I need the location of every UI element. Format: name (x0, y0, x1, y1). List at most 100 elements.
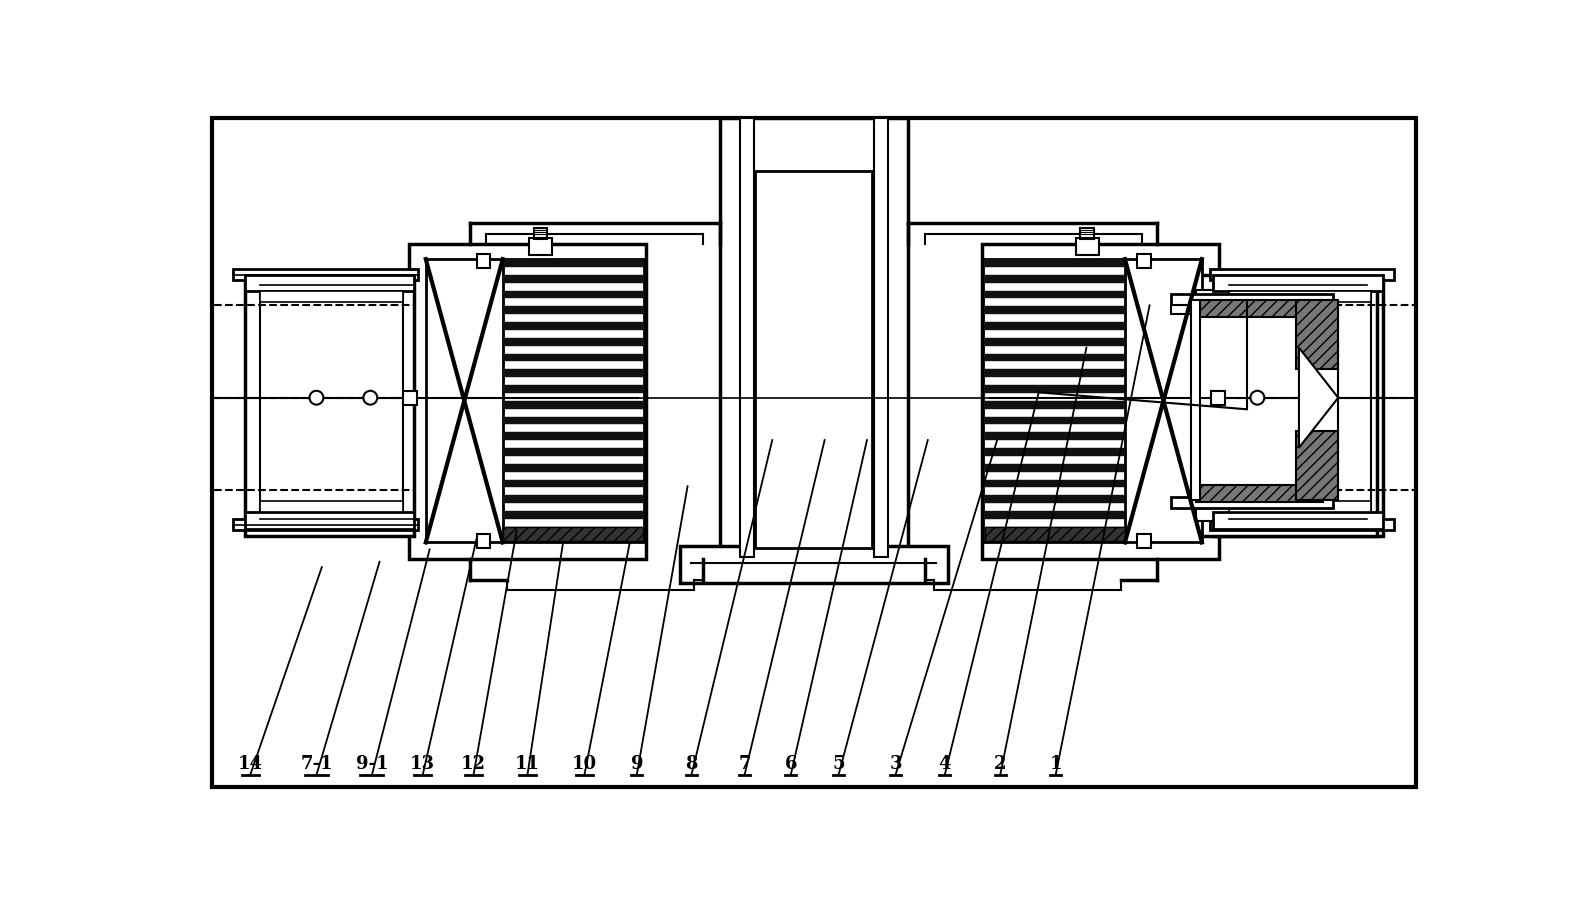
Bar (233, 519, 418, 530)
Bar (503, 527, 643, 541)
Bar (985, 464, 1124, 471)
Bar (408, 243, 646, 559)
Bar (985, 275, 1124, 282)
Text: 5: 5 (832, 755, 845, 774)
Bar (503, 275, 643, 282)
Bar (503, 511, 643, 518)
Text: 7: 7 (738, 755, 751, 774)
Bar (1196, 290, 1339, 521)
Bar (985, 495, 1124, 503)
Bar (426, 259, 503, 542)
Circle shape (364, 390, 378, 405)
Bar (260, 501, 403, 512)
Bar (1180, 274, 1377, 537)
Bar (1191, 300, 1201, 500)
Bar (1170, 294, 1332, 304)
Bar (260, 291, 403, 302)
Bar (985, 400, 1124, 409)
Text: 9: 9 (630, 755, 643, 774)
Bar (1212, 390, 1224, 405)
Bar (873, 118, 888, 558)
Bar (1124, 259, 1202, 542)
Bar (1170, 497, 1332, 508)
Bar (1229, 501, 1372, 512)
Bar (503, 495, 643, 503)
Bar (985, 527, 1124, 535)
Bar (1170, 304, 1332, 314)
Polygon shape (1299, 348, 1339, 448)
Bar (1213, 512, 1383, 528)
Bar (985, 353, 1124, 361)
Text: 4: 4 (939, 755, 951, 774)
Bar (503, 291, 643, 299)
Text: 6: 6 (784, 755, 797, 774)
Bar (1213, 274, 1383, 291)
Bar (1196, 300, 1323, 317)
Bar (503, 353, 643, 361)
Bar (740, 118, 754, 558)
Bar (245, 274, 414, 537)
Bar (233, 269, 418, 280)
Bar (245, 512, 414, 528)
Text: 9-1: 9-1 (356, 755, 387, 774)
Bar (1210, 269, 1394, 280)
Bar (1229, 290, 1372, 521)
Bar (476, 253, 491, 268)
Bar (985, 511, 1124, 518)
Bar (985, 432, 1124, 440)
Bar (503, 385, 643, 393)
Bar (1075, 238, 1099, 255)
Bar (985, 322, 1124, 330)
Text: 8: 8 (684, 755, 697, 774)
Text: 13: 13 (410, 755, 435, 774)
Circle shape (1304, 390, 1318, 405)
Bar (503, 259, 643, 267)
Circle shape (310, 390, 324, 405)
Circle shape (1250, 390, 1264, 405)
Bar (503, 322, 643, 330)
Text: 7-1: 7-1 (300, 755, 332, 774)
Bar (983, 259, 1126, 542)
Bar (1229, 291, 1372, 302)
Bar (503, 479, 643, 488)
Bar (1296, 430, 1339, 500)
Bar (476, 534, 491, 548)
Bar (756, 171, 872, 548)
Bar (503, 432, 643, 440)
Bar (1080, 228, 1094, 239)
Bar (1296, 300, 1339, 370)
Text: 11: 11 (515, 755, 540, 774)
Bar (503, 527, 643, 535)
Text: 1: 1 (1050, 755, 1062, 774)
Text: 12: 12 (461, 755, 486, 774)
Bar (981, 243, 1220, 559)
Text: 10: 10 (572, 755, 597, 774)
Bar (503, 417, 643, 424)
Bar (680, 547, 948, 583)
Bar (1196, 485, 1323, 501)
Bar (529, 238, 553, 255)
Bar (503, 464, 643, 471)
Bar (534, 228, 548, 239)
Bar (502, 259, 645, 542)
Bar (503, 370, 643, 377)
Bar (985, 370, 1124, 377)
Bar (985, 479, 1124, 488)
Bar (1137, 253, 1151, 268)
Bar (1137, 534, 1151, 548)
Bar (503, 448, 643, 456)
Bar (503, 338, 643, 346)
Bar (1213, 274, 1383, 537)
Bar (985, 527, 1124, 541)
Bar (985, 338, 1124, 346)
Bar (503, 306, 643, 314)
Bar (245, 274, 414, 291)
Bar (985, 417, 1124, 424)
Text: 2: 2 (994, 755, 1007, 774)
Bar (985, 291, 1124, 299)
Bar (260, 290, 403, 521)
Bar (985, 385, 1124, 393)
Bar (403, 390, 416, 405)
Bar (985, 259, 1124, 267)
Bar (985, 306, 1124, 314)
